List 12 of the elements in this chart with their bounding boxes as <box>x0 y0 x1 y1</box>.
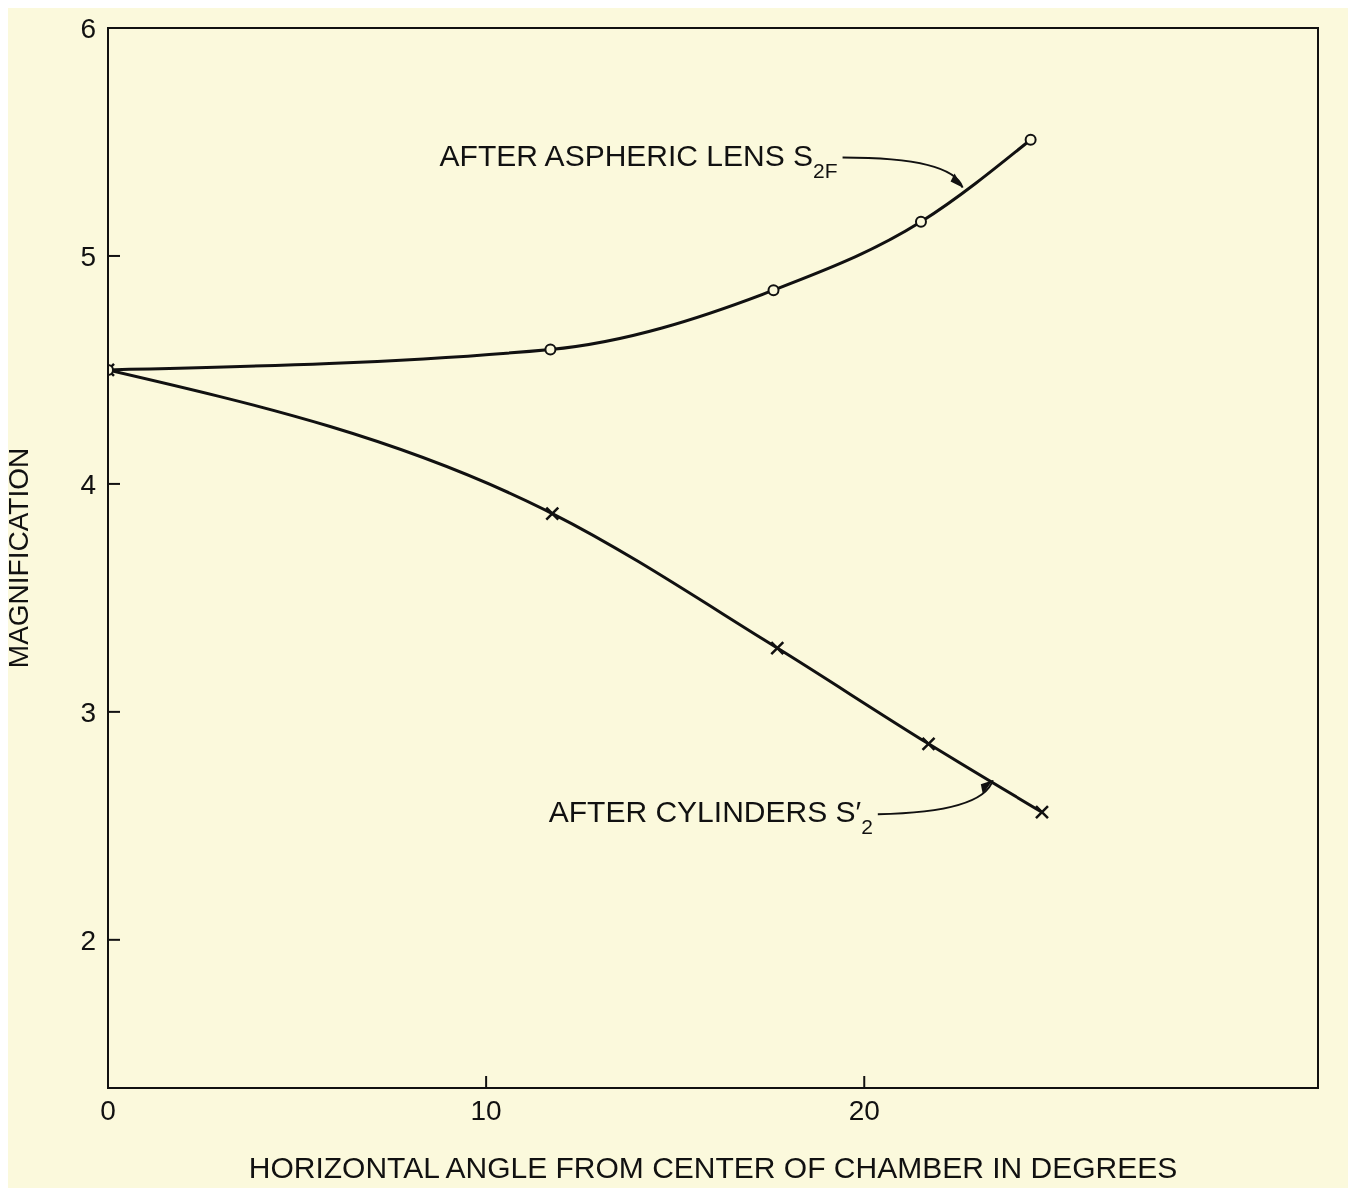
x-tick-label: 10 <box>470 1094 502 1126</box>
annotation: AFTER ASPHERIC LENS S$_{2F}$ <box>439 138 838 182</box>
y-tick-label: 5 <box>80 240 96 272</box>
y-tick-label: 6 <box>80 12 96 44</box>
annotation: AFTER CYLINDERS S′$_{2}$ <box>548 795 873 838</box>
y-tick-label: 2 <box>80 924 96 956</box>
x-axis-title: HORIZONTAL ANGLE FROM CENTER OF CHAMBER IN DEGREES <box>248 1151 1178 1184</box>
x-tick-label: 20 <box>848 1094 880 1126</box>
y-tick-label: 4 <box>80 468 96 500</box>
y-axis-title: MAGNIFICATION <box>2 447 34 669</box>
x-tick-label: 0 <box>100 1094 116 1126</box>
y-tick-label: 3 <box>80 696 96 728</box>
